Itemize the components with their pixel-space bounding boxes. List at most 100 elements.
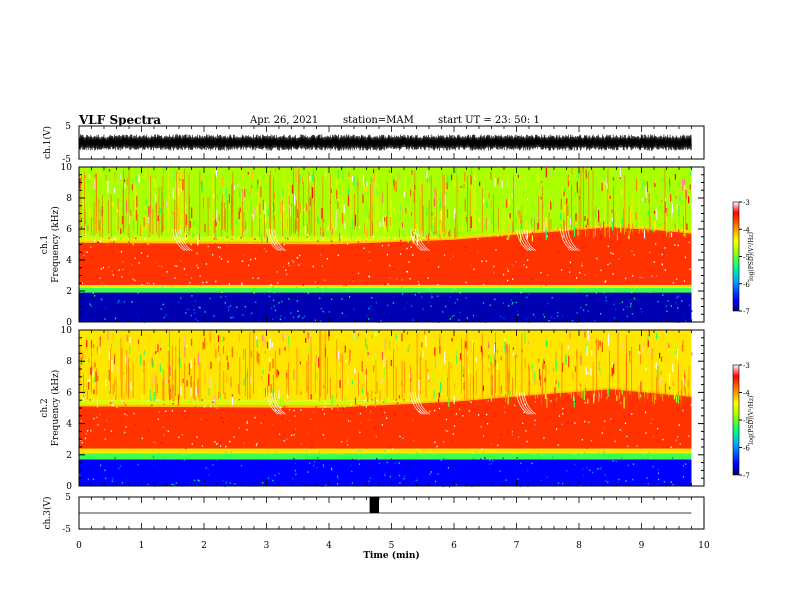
spectrogram-speckle <box>511 434 513 436</box>
spectrogram-speckle <box>434 359 437 368</box>
spectrogram-speckle <box>184 347 186 357</box>
spectrogram-speckle <box>79 397 81 405</box>
spectrogram-speckle <box>473 441 475 443</box>
spectrogram-speckle <box>644 195 646 203</box>
spectrogram-speckle <box>239 366 241 370</box>
spectrogram-speckle <box>642 179 644 191</box>
spectrogram-speckle <box>632 478 634 481</box>
spectrogram-speckle <box>658 413 660 415</box>
spectrogram-speckle <box>310 418 312 420</box>
spectrogram-speckle <box>324 444 326 446</box>
spectrogram-speckle <box>483 225 485 229</box>
spectrogram-speckle <box>183 267 186 270</box>
spectrogram-speckle <box>620 402 622 404</box>
spectrogram-speckle <box>158 411 160 413</box>
spectrogram-speckle <box>153 245 155 247</box>
spectrogram-speckle <box>587 173 589 178</box>
spectrogram-speckle <box>384 472 386 474</box>
spectrogram-speckle <box>464 172 466 182</box>
spectrogram-speckle <box>410 305 412 307</box>
spectrogram-speckle <box>275 168 277 173</box>
spectrogram-speckle <box>465 341 467 349</box>
spectrogram-speckle <box>666 310 668 313</box>
spectrogram-speckle <box>357 297 359 299</box>
spectrogram-speckle <box>511 304 513 306</box>
spectrogram-speckle <box>667 300 669 302</box>
spectrogram-speckle <box>351 453 354 456</box>
spectrogram-speckle <box>418 410 421 413</box>
spectrogram-speckle <box>349 353 351 363</box>
spectrogram-speckle <box>159 208 161 214</box>
spectrogram-speckle <box>333 254 335 256</box>
spectrogram-speckle <box>245 228 247 234</box>
spectrogram-speckle <box>197 320 199 322</box>
spectrogram-speckle <box>239 189 241 198</box>
spectrogram-speckle <box>651 418 654 421</box>
spectrogram-speckle <box>480 415 482 417</box>
spectrogram-speckle <box>113 358 115 365</box>
spectrogram-speckle <box>485 279 487 281</box>
spectrogram-speckle <box>201 184 203 193</box>
spectrogram-speckle <box>85 388 87 397</box>
spectrogram-speckle <box>640 308 642 310</box>
spectrogram-speckle <box>607 263 609 266</box>
spectrogram-speckle <box>656 333 658 340</box>
spectrogram-speckle <box>362 174 365 186</box>
spectrogram-speckle <box>217 335 220 342</box>
spectrogram-speckle <box>516 310 518 312</box>
spectrogram-speckle <box>656 275 658 277</box>
spectrogram-speckle <box>234 483 236 485</box>
spectrogram-speckle <box>515 301 517 304</box>
spectrogram-speckle <box>413 191 415 203</box>
spectrogram-speckle <box>222 339 224 343</box>
spectrogram-speckle <box>88 379 90 383</box>
spectrogram-speckle <box>181 435 183 437</box>
spectrogram-speckle <box>302 284 304 286</box>
ch3-y-tick-label: -5 <box>62 525 71 535</box>
spectrogram-speckle <box>556 428 558 430</box>
spectrogram-speckle <box>219 441 221 443</box>
spectrogram-speckle <box>444 254 446 256</box>
x-axis-label: Time (min) <box>363 550 420 561</box>
spectrogram-speckle <box>517 296 519 299</box>
spectrogram-speckle <box>173 341 175 345</box>
spectrogram-speckle <box>539 356 541 367</box>
spectrogram-speckle <box>644 392 646 403</box>
spectrogram-speckle <box>134 423 136 426</box>
spectrogram-speckle <box>447 467 449 469</box>
spectrogram-speckle <box>406 270 408 273</box>
spectrogram-speckle <box>110 402 112 404</box>
spectrogram-speckle <box>457 231 459 234</box>
spectrogram-speckle <box>253 292 255 294</box>
spectrogram-speckle <box>369 413 371 415</box>
spectrogram-speckle <box>303 315 306 318</box>
spectrogram-speckle <box>337 451 339 454</box>
spectrogram-speckle <box>401 293 404 295</box>
spectrogram-speckle <box>247 282 249 284</box>
spectrogram-speckle <box>170 262 172 264</box>
spectrogram-speckle <box>326 221 328 229</box>
spectrogram-speckle <box>677 436 679 438</box>
spectrogram-speckle <box>451 338 453 342</box>
spectrogram-speckle <box>511 271 513 273</box>
spectrogram-speckle <box>564 236 566 238</box>
spectrogram-speckle <box>262 334 264 342</box>
spectrogram-speckle <box>440 459 442 462</box>
spectrogram-speckle <box>171 334 173 337</box>
spectrogram-speckle <box>102 209 104 213</box>
spectrogram-speckle <box>621 431 623 433</box>
whistler-trace <box>523 392 537 415</box>
spectrogram-speckle <box>555 397 557 402</box>
spectrogram-speckle <box>112 274 114 276</box>
spectrogram-speckle <box>161 265 163 268</box>
spectrogram-speckle <box>476 451 478 453</box>
spectrogram-speckle <box>216 407 218 409</box>
spectrogram-speckle <box>140 252 143 254</box>
spectrogram-speckle <box>687 305 689 307</box>
spectrogram-speckle <box>347 444 349 446</box>
spectrogram-speckle <box>518 436 520 438</box>
spectrogram-speckle <box>79 474 81 477</box>
spectrogram-speckle <box>624 422 627 424</box>
spectrogram-speckle <box>630 196 632 206</box>
spectrogram-speckle <box>356 174 358 186</box>
